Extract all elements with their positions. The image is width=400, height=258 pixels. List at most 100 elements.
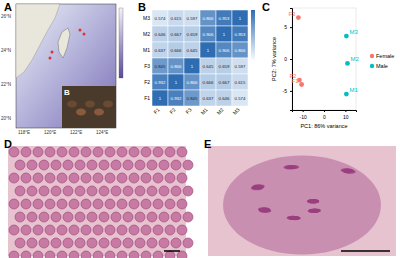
cell-body xyxy=(57,251,67,258)
cell-body xyxy=(45,147,55,157)
cell xyxy=(168,58,184,74)
cell-body xyxy=(165,147,175,157)
cell-body xyxy=(21,251,31,258)
cell-body xyxy=(105,147,115,157)
cell-label: 0.615 xyxy=(171,16,182,21)
cell xyxy=(216,58,232,74)
cell-body xyxy=(123,238,133,248)
cell-body xyxy=(81,173,91,183)
cell xyxy=(216,10,232,26)
cell-body xyxy=(183,212,193,222)
cell-body xyxy=(81,251,91,258)
cell-body xyxy=(63,186,73,196)
fiber xyxy=(307,199,319,203)
cell-body xyxy=(159,238,169,248)
cell-body xyxy=(135,160,145,170)
cell xyxy=(168,90,184,106)
cell xyxy=(152,42,168,58)
cell-body xyxy=(153,225,163,235)
site xyxy=(51,51,54,54)
cell-label: 0.866 xyxy=(171,64,182,69)
cell-body xyxy=(87,186,97,196)
cell xyxy=(200,10,216,26)
fiber xyxy=(307,199,319,203)
cell xyxy=(216,42,232,58)
cell-body xyxy=(9,225,19,235)
fiber xyxy=(287,216,299,220)
cell-body xyxy=(15,238,25,248)
cell-body xyxy=(135,212,145,222)
cell-label: 0.866 xyxy=(203,16,214,21)
cell xyxy=(232,42,248,58)
panel-label: A xyxy=(4,1,12,13)
crab xyxy=(85,101,95,108)
y-title: PC2: 7% variance xyxy=(271,37,277,81)
cell-body xyxy=(27,212,37,222)
cell-body xyxy=(99,212,109,222)
cell-body xyxy=(129,147,139,157)
cell-label: 1 xyxy=(159,96,162,101)
heatmap xyxy=(152,10,248,106)
site xyxy=(49,57,52,60)
tick-label: 10 xyxy=(343,114,349,120)
figure: 26°N24°N22°N20°N118°E120°E122°E124°EBA0.… xyxy=(0,0,400,258)
fiber xyxy=(308,209,320,213)
point xyxy=(344,92,349,97)
tick-mark xyxy=(290,91,292,92)
cell-body xyxy=(27,238,37,248)
cell-label: 1 xyxy=(175,80,178,85)
x-axis: -10010 xyxy=(293,110,357,120)
cell-body xyxy=(93,251,103,258)
cell xyxy=(168,26,184,42)
cell xyxy=(200,42,216,58)
cell-body xyxy=(93,147,103,157)
legend-marker xyxy=(370,64,374,68)
cell xyxy=(216,90,232,106)
cell-body xyxy=(111,186,121,196)
cell-body xyxy=(75,238,85,248)
tick: 0 xyxy=(323,110,326,120)
cell-body xyxy=(75,186,85,196)
lat-label: 26°N xyxy=(1,14,11,19)
cell-label: 0.667 xyxy=(219,80,230,85)
cell-body xyxy=(141,251,151,258)
cell-body xyxy=(105,225,115,235)
cell-body xyxy=(141,225,151,235)
cell-body xyxy=(159,186,169,196)
points xyxy=(296,15,350,96)
fiber xyxy=(307,199,319,203)
cell xyxy=(152,74,168,90)
cell-body xyxy=(177,225,187,235)
point xyxy=(296,15,301,20)
point xyxy=(299,82,304,87)
cell-label: 0.932 xyxy=(155,80,166,85)
lat-label: 22°N xyxy=(1,82,11,87)
cell-body xyxy=(39,238,49,248)
crab xyxy=(94,109,104,116)
cell xyxy=(216,26,232,42)
cell-body xyxy=(27,160,37,170)
cell xyxy=(152,26,168,42)
fiber xyxy=(287,216,299,220)
cell xyxy=(184,58,200,74)
col-label: F2 xyxy=(168,106,177,115)
cell-body xyxy=(57,225,67,235)
cell-label: 0.615 xyxy=(235,80,246,85)
cell-label: 1 xyxy=(239,16,242,21)
cell-body xyxy=(105,199,115,209)
cell-body xyxy=(141,199,151,209)
row-label: M3 xyxy=(143,15,150,21)
histology-image xyxy=(208,146,396,256)
cell-body xyxy=(117,147,127,157)
crab xyxy=(67,101,77,108)
cell-body xyxy=(93,199,103,209)
col-label: M2 xyxy=(216,106,225,115)
cell-body xyxy=(129,173,139,183)
cell-label: 1 xyxy=(223,32,226,37)
cell-body xyxy=(135,186,145,196)
map xyxy=(16,4,123,128)
tissue xyxy=(208,146,396,256)
cell-body xyxy=(153,251,163,258)
cell-body xyxy=(69,173,79,183)
cell-label: 0.667 xyxy=(171,32,182,37)
